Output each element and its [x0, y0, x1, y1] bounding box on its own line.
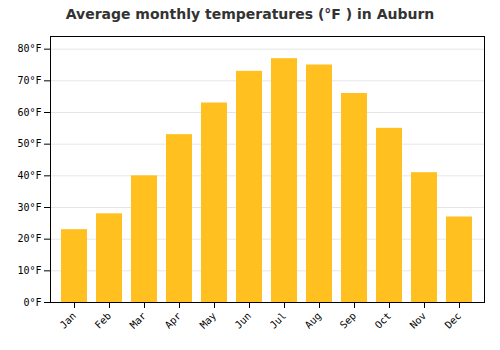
svg-text:40°F: 40°F	[17, 170, 41, 181]
svg-text:50°F: 50°F	[17, 138, 41, 149]
svg-text:Dec: Dec	[443, 310, 464, 331]
svg-text:Sep: Sep	[338, 310, 359, 331]
svg-text:Nov: Nov	[408, 310, 429, 331]
svg-text:Jul: Jul	[268, 310, 289, 331]
svg-text:May: May	[198, 310, 219, 331]
svg-text:Apr: Apr	[163, 310, 184, 331]
svg-text:Jun: Jun	[233, 310, 254, 331]
svg-text:80°F: 80°F	[17, 43, 41, 54]
svg-text:10°F: 10°F	[17, 265, 41, 276]
svg-text:Oct: Oct	[373, 310, 394, 331]
svg-text:70°F: 70°F	[17, 75, 41, 86]
svg-text:Jan: Jan	[58, 310, 79, 331]
html-text:Average monthly temperatures (: Average monthly temperatures (°F ) in Au…	[65, 6, 435, 22]
svg-text:Feb: Feb	[93, 310, 114, 331]
svg-text:0°F: 0°F	[23, 297, 41, 308]
svg-text:20°F: 20°F	[17, 233, 41, 244]
svg-text:60°F: 60°F	[17, 107, 41, 118]
svg-text:30°F: 30°F	[17, 202, 41, 213]
svg-text:Aug: Aug	[303, 310, 324, 331]
svg-text:Mar: Mar	[128, 310, 149, 331]
